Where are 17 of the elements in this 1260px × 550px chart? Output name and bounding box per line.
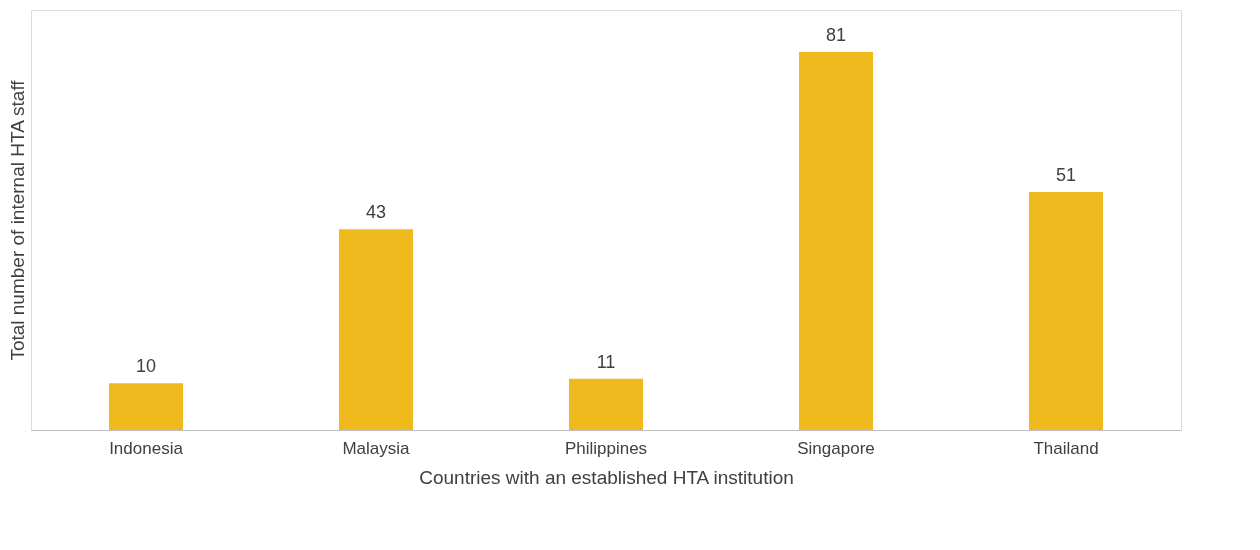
x-tick-label: Thailand	[1033, 438, 1099, 458]
data-label: 81	[825, 25, 847, 45]
data-label: 10	[135, 356, 157, 377]
bar	[1029, 192, 1103, 430]
data-label: 43	[365, 202, 387, 223]
x-tick-label: Malaysia	[342, 438, 411, 458]
bar	[799, 52, 873, 430]
x-axis-title: Countries with an established HTA institution	[419, 466, 794, 488]
data-label: 51	[1055, 165, 1077, 185]
data-label: 11	[596, 351, 616, 372]
y-axis-title: Total number of internal HTA staff	[6, 79, 28, 361]
x-tick-label: Indonesia	[109, 438, 184, 458]
bar	[109, 383, 183, 430]
x-tick-label: Singapore	[797, 438, 875, 458]
x-tick-label: Philippines	[564, 438, 648, 458]
bar	[339, 229, 413, 430]
bar	[569, 378, 643, 430]
